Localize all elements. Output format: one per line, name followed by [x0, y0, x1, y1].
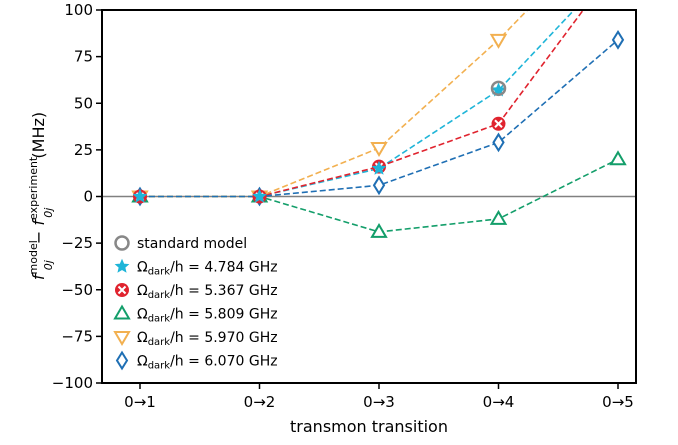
y-axis-label: fmodel 0j − fexperiment 0j (MHz)	[27, 112, 55, 280]
y-tick-label: −25	[61, 234, 93, 252]
data-point-standard	[490, 80, 507, 97]
legend-marker-s4784	[114, 258, 130, 273]
data-point-s5809	[489, 209, 508, 225]
y-label-sup2: experiment	[27, 156, 40, 220]
legend-label-s4784: Ωdark/h = 4.784 GHz	[137, 260, 278, 278]
data-point-s4784	[252, 188, 267, 203]
data-point-s5809	[609, 150, 627, 166]
data-point-s5970	[489, 33, 508, 49]
legend-marker-standard	[114, 235, 130, 251]
legend-label-s5970: Ωdark/h = 5.970 GHz	[137, 330, 278, 348]
legend-label-s5367: Ωdark/h = 5.367 GHz	[137, 283, 278, 301]
legend-marker-s5970	[113, 331, 131, 346]
data-point-s5970	[370, 142, 388, 157]
x-tick-label: 0→1	[124, 393, 156, 411]
legend-marker-s5367	[115, 283, 129, 297]
legend-label-standard: standard model	[137, 236, 247, 252]
y-tick-label: 0	[83, 188, 93, 206]
x-tick-label: 0→4	[483, 393, 515, 411]
series-line-s4784	[140, 10, 576, 198]
y-label-sub2: 0j	[42, 207, 55, 218]
legend: standard model Ωdark/h = 4.784 GHz Ωdark/h…	[113, 235, 278, 372]
data-point-s4784	[371, 160, 387, 175]
y-tick-label: −50	[61, 281, 93, 299]
x-tick-label: 0→2	[244, 393, 276, 411]
legend-marker-s6070	[115, 350, 129, 371]
legend-label-s5809: Ωdark/h = 5.809 GHz	[137, 307, 278, 325]
y-tick-label: −100	[52, 374, 93, 392]
y-label-sub1: 0j	[42, 259, 55, 270]
data-point-s5367	[491, 116, 506, 131]
x-tick-label: 0→3	[363, 393, 395, 411]
data-point-s4784	[491, 82, 506, 97]
y-label-prefix2: f	[29, 218, 48, 226]
data-point-s5809	[370, 222, 388, 238]
y-label-sup1: model	[27, 240, 40, 274]
legend-marker-s5809	[113, 304, 131, 320]
x-tick-label: 0→5	[602, 393, 634, 411]
data-point-s6070	[611, 29, 625, 50]
data-point-s6070	[492, 132, 505, 153]
y-tick-label: 25	[74, 141, 93, 159]
y-tick-label: −75	[61, 327, 93, 345]
y-label-prefix: f	[29, 272, 48, 280]
y-label-minus: −	[29, 226, 48, 250]
x-axis-label: transmon transition	[290, 417, 448, 436]
y-tick-label: 50	[74, 94, 93, 112]
data-point-s6070	[372, 175, 386, 196]
series-line-s5367	[140, 10, 585, 198]
data-point-s4784	[132, 188, 148, 203]
y-label-unit: (MHz)	[29, 112, 48, 164]
y-tick-label: 75	[74, 48, 93, 66]
legend-label-s6070: Ωdark/h = 6.070 GHz	[137, 354, 278, 372]
y-tick-label: 100	[64, 1, 93, 19]
